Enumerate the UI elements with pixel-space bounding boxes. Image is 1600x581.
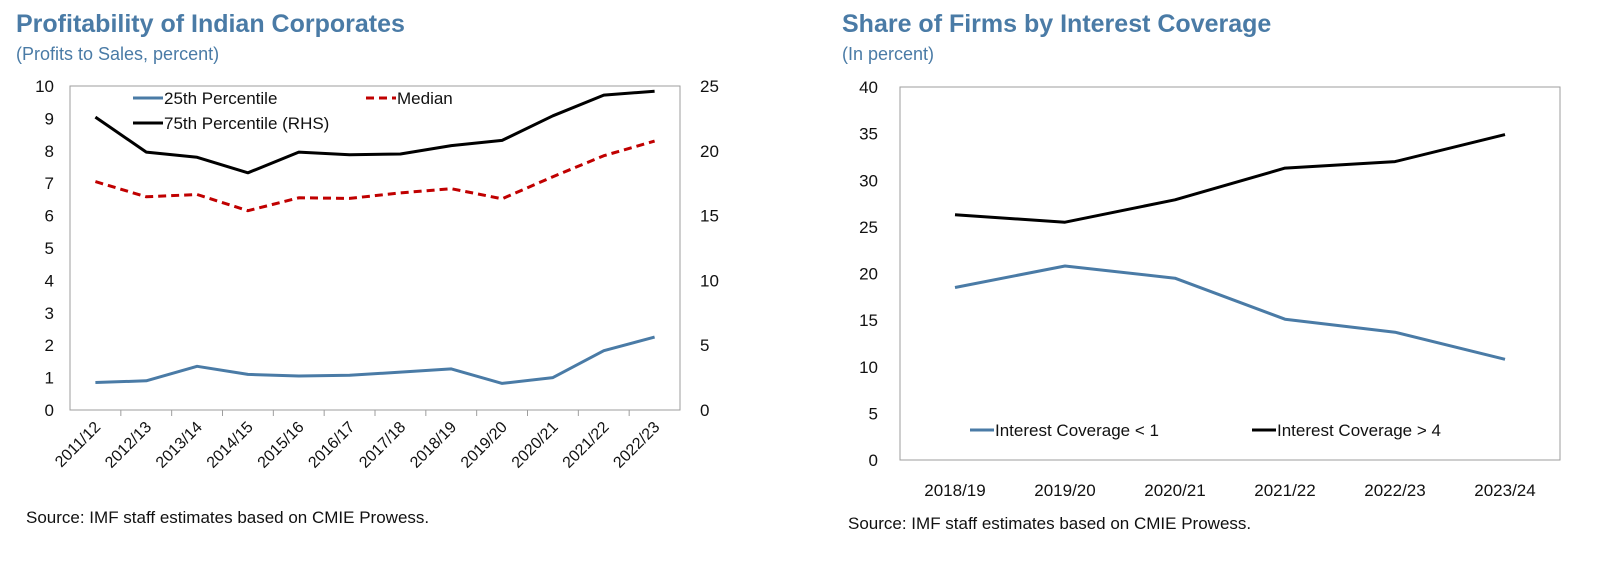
- x-tick-label: 2020/21: [1144, 481, 1205, 500]
- x-tick-label: 2014/15: [204, 419, 257, 472]
- legend-label: Interest Coverage < 1: [995, 421, 1159, 440]
- x-tick-label: 2018/19: [407, 419, 460, 472]
- x-tick-label: 2021/22: [1254, 481, 1315, 500]
- y-tick-label: 0: [45, 401, 54, 420]
- y-tick-label: 35: [859, 125, 878, 144]
- left-chart-subtitle: (Profits to Sales, percent): [16, 44, 220, 64]
- y-tick-label: 40: [859, 78, 878, 97]
- y-tick-label: 2: [45, 336, 54, 355]
- y2-tick-label: 25: [700, 77, 719, 96]
- series-line-1: [954, 264, 1506, 361]
- series-line-2: [94, 139, 656, 213]
- y-tick-label: 0: [869, 451, 878, 470]
- right-chart-panel: Share of Firms by Interest Coverage (In …: [840, 0, 1600, 581]
- y-tick-label: 8: [45, 142, 54, 161]
- y-tick-label: 9: [45, 109, 54, 128]
- y-tick-label: 10: [35, 77, 54, 96]
- y-tick-label: 5: [45, 239, 54, 258]
- legend-label: 25th Percentile: [164, 89, 277, 108]
- left-chart-panel: Profitability of Indian Corporates (Prof…: [16, 10, 719, 527]
- x-tick-label: 2022/23: [1364, 481, 1425, 500]
- x-tick-label: 2018/19: [924, 481, 985, 500]
- y-tick-label: 6: [45, 207, 54, 226]
- y-tick-label: 25: [859, 218, 878, 237]
- legend-label: 75th Percentile (RHS): [164, 114, 329, 133]
- left-chart-source: Source: IMF staff estimates based on CMI…: [26, 508, 430, 527]
- x-tick-label: 2021/22: [560, 419, 613, 472]
- y-tick-label: 15: [859, 311, 878, 330]
- series-line-3: [94, 89, 655, 175]
- y-tick-label: 20: [859, 265, 878, 284]
- x-tick-label: 2023/24: [1474, 481, 1535, 500]
- left-chart-title: Profitability of Indian Corporates: [16, 10, 405, 38]
- x-tick-label: 2019/20: [458, 419, 511, 472]
- x-tick-label: 2011/12: [52, 419, 104, 471]
- y-tick-label: 10: [859, 358, 878, 377]
- legend-label: Interest Coverage > 4: [1277, 421, 1441, 440]
- series-line-2: [954, 133, 1506, 224]
- y2-tick-label: 15: [700, 207, 719, 226]
- x-tick-label: 2017/18: [356, 419, 409, 472]
- x-tick-label: 2020/21: [509, 419, 562, 472]
- left-chart-svg: 0 1 2 3 4 5 6 7 8 9 10 0 5 10 15 20 25 2011/122012/132013…: [35, 77, 719, 472]
- legend-label: Median: [397, 89, 453, 108]
- series-line-1: [95, 335, 655, 385]
- right-chart-subtitle: (In percent): [842, 44, 935, 64]
- y-tick-label: 1: [45, 369, 54, 388]
- right-chart-svg: 0 5 10 15 20 25 30 35 40 2018/19 2019/20 2020/21 202…: [859, 78, 1561, 500]
- y-tick-label: 7: [45, 174, 54, 193]
- plot-frame: [69, 85, 681, 411]
- x-tick-label: 2022/23: [610, 419, 663, 472]
- x-tick-label: 2013/14: [153, 419, 206, 472]
- right-chart-source: Source: IMF staff estimates based on CMI…: [848, 514, 1252, 533]
- y2-tick-label: 0: [700, 401, 709, 420]
- y2-tick-label: 5: [700, 336, 709, 355]
- y-tick-label: 3: [45, 304, 54, 323]
- x-tick-label: 2012/13: [102, 419, 155, 472]
- y2-tick-label: 10: [700, 271, 719, 290]
- x-tick-label: 2019/20: [1034, 481, 1095, 500]
- plot-frame: [899, 86, 1561, 461]
- x-tick-label: 2016/17: [305, 419, 358, 472]
- y-tick-label: 5: [869, 404, 878, 423]
- y-tick-label: 4: [45, 271, 54, 290]
- right-chart-title: Share of Firms by Interest Coverage: [842, 10, 1272, 38]
- y2-tick-label: 20: [700, 142, 719, 161]
- y-tick-label: 30: [859, 171, 878, 190]
- x-tick-label: 2015/16: [255, 419, 308, 472]
